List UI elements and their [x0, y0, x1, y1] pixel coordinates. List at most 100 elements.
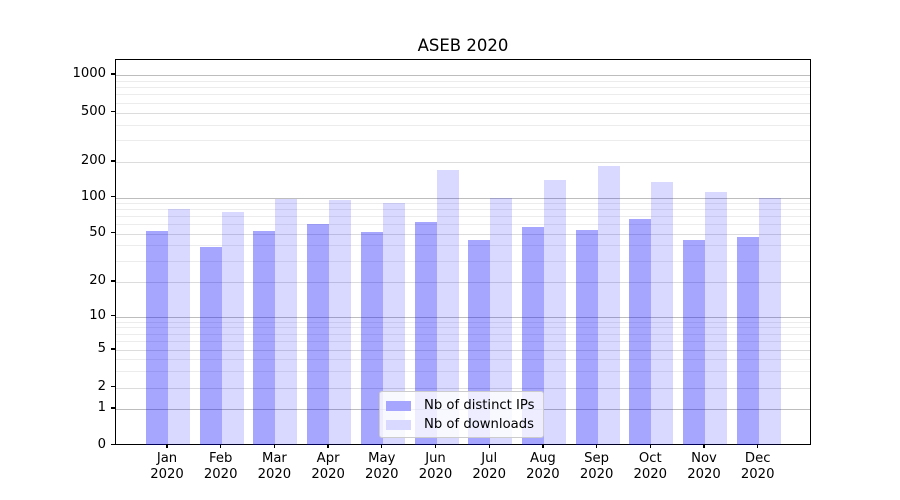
x-tick-mark: [166, 444, 168, 448]
y-tick-mark: [111, 348, 115, 350]
bar-distinct-ips-sep: [575, 230, 598, 446]
x-tick-mark: [327, 444, 329, 448]
x-tick-label-may: May 2020: [365, 451, 399, 482]
x-tick-mark: [434, 444, 437, 448]
gridline-minor: [116, 333, 810, 335]
bar-downloads-jun: [436, 170, 459, 446]
x-tick-label-feb: Feb 2020: [203, 451, 238, 482]
bar-downloads-mar: [275, 199, 298, 446]
bar-distinct-ips-jun: [414, 221, 437, 446]
y-tick-mark: [111, 443, 115, 446]
x-tick-label-oct: Oct 2020: [633, 451, 668, 482]
gridline-minor: [116, 341, 810, 343]
legend-swatch-downloads: [386, 419, 411, 430]
x-tick-label-sep: Sep 2020: [579, 451, 614, 482]
gridline-minor: [116, 224, 810, 226]
gridline-major: [116, 316, 810, 318]
y-tick-mark: [111, 231, 115, 234]
bar-downloads-dec: [758, 197, 781, 446]
bar-downloads-apr: [329, 199, 352, 446]
x-tick-label-nov: Nov 2020: [687, 451, 721, 482]
plot-area: [115, 59, 811, 446]
bar-distinct-ips-oct: [629, 219, 652, 446]
gridline-major: [116, 233, 810, 235]
x-tick-mark: [381, 444, 383, 448]
bar-distinct-ips-nov: [683, 240, 705, 446]
gridline-minor: [116, 260, 810, 262]
gridline-minor: [116, 216, 810, 218]
bar-downloads-oct: [651, 182, 674, 446]
y-tick-mark: [111, 110, 115, 113]
y-tick-label: 1: [97, 400, 106, 415]
x-tick-label-apr: Apr 2020: [311, 451, 345, 482]
bar-downloads-sep: [597, 166, 620, 446]
gridline-minor: [116, 203, 810, 205]
gridline-minor: [116, 370, 810, 372]
gridline-major: [116, 162, 810, 163]
y-tick-label: 10: [89, 307, 106, 323]
bar-downloads-aug: [543, 180, 566, 446]
y-tick-label: 5: [97, 341, 106, 356]
y-tick-label: 2: [97, 378, 106, 394]
legend-label: Nb of distinct IPs: [424, 398, 535, 413]
bar-downloads-feb: [221, 211, 244, 446]
gridline-major: [116, 197, 810, 199]
gridline-minor: [116, 359, 810, 361]
y-tick-label: 0: [97, 436, 106, 452]
y-tick-mark: [111, 314, 115, 317]
x-tick-label-jun: Jun 2020: [418, 451, 453, 482]
gridline-major: [116, 75, 810, 76]
y-tick-mark: [111, 280, 115, 282]
bar-downloads-may: [382, 202, 405, 446]
x-tick-mark: [703, 444, 705, 448]
x-tick-label-dec: Dec 2020: [740, 451, 775, 482]
x-tick-label-mar: Mar 2020: [257, 451, 292, 482]
y-tick-mark: [111, 73, 115, 75]
bar-distinct-ips-feb: [199, 246, 222, 446]
bar-downloads-jul: [490, 197, 513, 446]
y-tick-mark: [111, 196, 115, 198]
bar-distinct-ips-mar: [253, 231, 276, 446]
bar-distinct-ips-may: [360, 232, 383, 446]
gridline-minor: [116, 94, 810, 96]
bar-distinct-ips-apr: [307, 224, 330, 446]
y-tick-label: 100: [80, 188, 106, 204]
gridline-major: [116, 112, 810, 114]
gridline-major: [116, 387, 810, 389]
legend-item-downloads: Nb of downloads: [386, 415, 543, 434]
y-tick-mark: [111, 160, 115, 162]
bar-distinct-ips-jan: [146, 231, 168, 446]
legend-item-distinct-ips: Nb of distinct IPs: [386, 396, 543, 415]
x-tick-label-jan: Jan 2020: [150, 451, 184, 482]
x-tick-mark: [488, 444, 490, 448]
bar-downloads-nov: [705, 191, 727, 446]
gridline-minor: [116, 140, 810, 142]
y-tick-label: 20: [89, 273, 106, 288]
gridline-minor: [116, 102, 810, 104]
gridline-major: [116, 350, 810, 351]
x-tick-mark: [542, 444, 544, 448]
x-tick-label-aug: Aug 2020: [526, 451, 560, 482]
bar-downloads-jan: [168, 209, 190, 446]
x-tick-mark: [273, 444, 276, 448]
legend-swatch-distinct-ips: [386, 400, 411, 411]
legend-label: Nb of downloads: [424, 417, 534, 432]
gridline-major: [116, 282, 810, 283]
y-tick-label: 500: [80, 103, 106, 119]
gridline-minor: [116, 80, 810, 82]
bar-distinct-ips-aug: [521, 226, 544, 446]
bar-distinct-ips-dec: [736, 236, 759, 446]
gridline-minor: [116, 321, 810, 323]
y-tick-label: 50: [89, 224, 106, 240]
gridline-minor: [116, 327, 810, 329]
gridline-minor: [116, 245, 810, 247]
y-tick-mark: [111, 385, 115, 388]
x-tick-mark: [757, 444, 759, 448]
chart-title: ASEB 2020: [417, 36, 509, 55]
gridline-minor: [116, 124, 810, 126]
x-tick-mark: [220, 444, 222, 448]
gridline-minor: [116, 87, 810, 89]
x-tick-mark: [595, 444, 598, 448]
legend: Nb of distinct IPs Nb of downloads: [379, 391, 544, 438]
